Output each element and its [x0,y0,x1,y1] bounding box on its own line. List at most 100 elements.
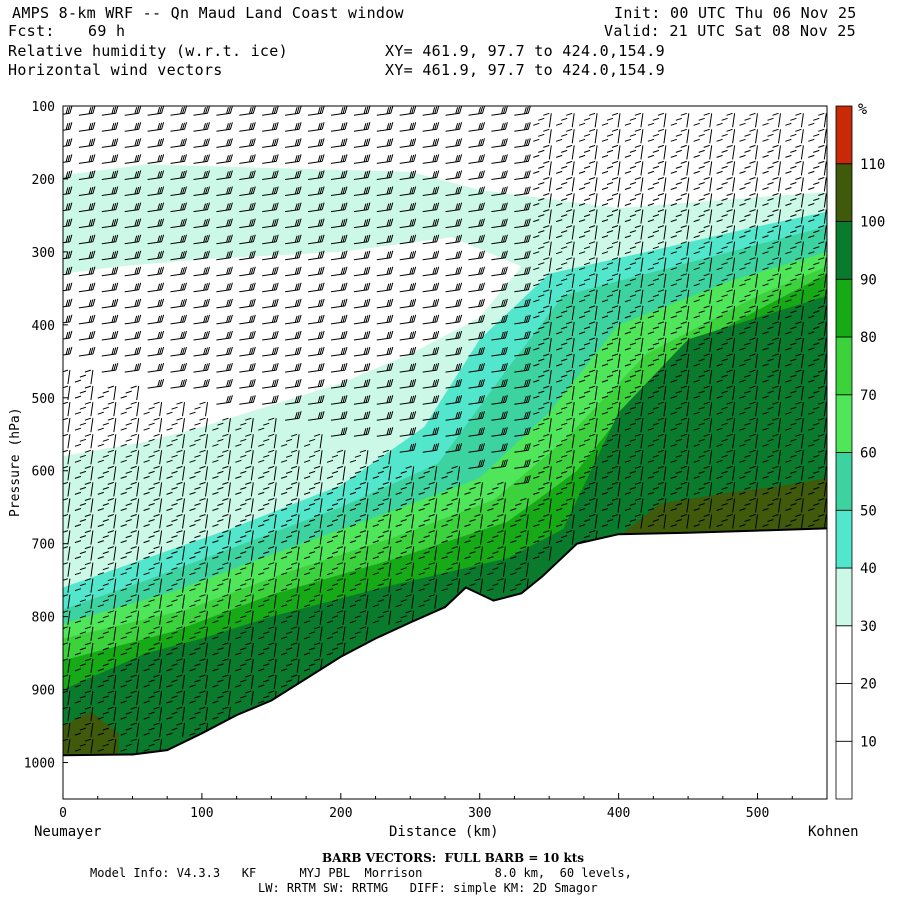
wind-barb [239,395,256,405]
wind-barb [166,562,185,577]
wind-barb [647,498,667,513]
wind-barb [353,138,371,148]
wind-barb [63,674,71,690]
wind-barb [285,250,302,261]
wind-barb [422,106,440,116]
wind-barb [418,562,438,577]
wind-barb [97,610,117,625]
wind-barb [147,298,165,309]
colorbar-swatch [835,740,853,800]
wind-barb [739,321,758,336]
wind-barb [670,337,690,353]
wind-barb [97,401,117,417]
wind-barb [239,330,256,341]
wind-barb [143,706,163,722]
wind-barb [258,514,277,529]
colorbar-swatch [835,163,853,222]
wind-barb [716,289,736,304]
wind-barb [468,250,485,261]
wind-barb [556,273,575,288]
wind-barb [170,202,187,213]
wind-barb [808,193,827,208]
wind-barb [762,160,781,176]
wind-barb [353,330,371,341]
wind-barb [216,218,233,229]
wind-barb [216,378,233,389]
wind-barb [147,122,165,132]
wind-barb [762,401,781,417]
wind-barb [303,530,323,545]
wind-barb [533,530,552,545]
wind-barb [330,411,348,421]
wind-barb [399,395,417,405]
wind-barb [308,250,325,261]
wind-barb [468,234,485,245]
wind-barb [372,481,392,497]
wind-barb [303,642,323,657]
wind-barb [716,481,736,497]
wind-barb [285,378,302,389]
wind-barb [189,578,208,593]
wind-barb [468,314,485,325]
wind-barb [399,154,417,164]
wind-barb [372,578,392,593]
wind-barb [441,481,461,497]
wind-barb [762,481,781,497]
wind-barb [395,610,415,625]
wind-barb [578,449,598,465]
wind-barb [739,112,758,128]
wind-barb [762,225,781,240]
wind-barb [762,353,781,369]
wind-barb [422,250,440,261]
wind-barb [418,578,438,593]
wind-barb [189,498,208,513]
wind-barb [556,498,575,513]
wind-barb [193,138,210,148]
wind-barb [170,218,187,229]
wind-barb [762,128,781,144]
wind-barb [716,417,736,433]
wind-barb [785,289,804,304]
wind-barb [212,658,231,673]
wind-barb [693,144,713,160]
wind-barb [74,722,94,738]
wind-barb [63,330,73,341]
wind-barb [418,465,438,481]
wind-barb [533,193,552,208]
wind-barb [514,443,531,453]
wind-barb [143,417,163,433]
wind-barb [143,674,163,690]
wind-barb [120,401,140,417]
wind-barb [716,353,736,369]
wind-barb [170,266,187,277]
wind-barb [101,314,119,325]
wind-barb [78,218,96,229]
wind-barb [514,282,531,293]
wind-barb [739,209,758,224]
wind-barb [808,337,827,353]
wind-barb [120,594,140,609]
wind-barb [189,449,208,465]
wind-barb [235,578,254,593]
wind-barb [258,417,277,433]
wind-barb [716,401,736,417]
rh-band-100 [618,478,827,537]
wind-barb [170,186,187,196]
wind-barb [120,385,140,401]
wind-barb [491,346,508,357]
wind-barb [216,266,233,277]
wind-barb [97,433,117,449]
wind-barb [216,330,233,341]
wind-barb [601,305,621,320]
wind-barb [63,298,73,309]
wind-barb [468,411,485,421]
wind-barb [326,594,346,609]
wind-barb [578,289,598,304]
wind-barb [693,177,713,192]
wind-barb [422,378,440,389]
wind-barb [716,128,736,144]
wind-barb [601,273,621,288]
wind-barb [441,514,461,529]
wind-barb [670,321,690,336]
wind-barb [422,266,440,277]
